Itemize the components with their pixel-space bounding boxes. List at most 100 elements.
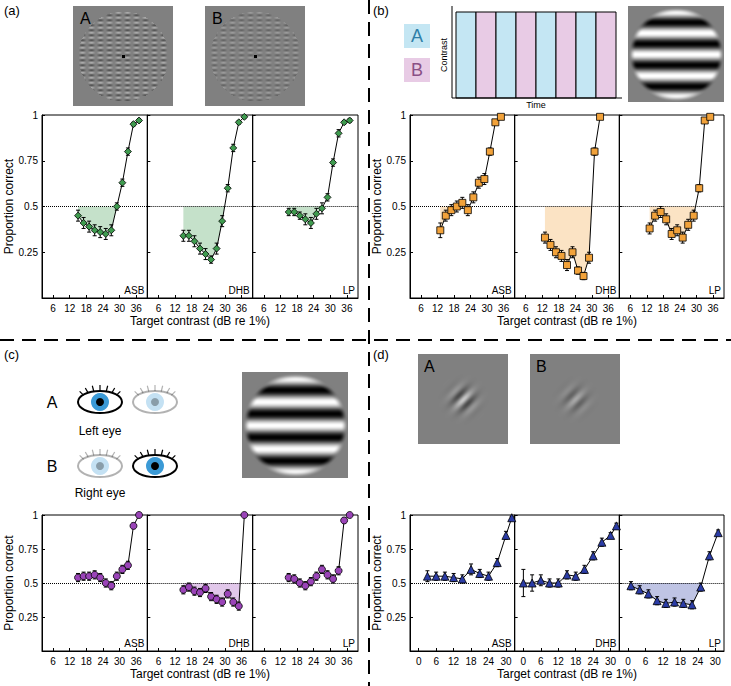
svg-text:30: 30 — [500, 656, 512, 667]
svg-text:1: 1 — [32, 510, 38, 521]
svg-text:30: 30 — [219, 303, 231, 314]
svg-text:6: 6 — [418, 303, 424, 314]
svg-text:A: A — [424, 358, 435, 375]
svg-text:Proportion correct: Proportion correct — [370, 158, 384, 254]
svg-text:B: B — [411, 60, 423, 80]
svg-text:36: 36 — [603, 303, 615, 314]
svg-text:0: 0 — [625, 656, 631, 667]
svg-text:ASB: ASB — [124, 638, 144, 649]
svg-text:A: A — [80, 10, 91, 27]
svg-text:12: 12 — [64, 656, 76, 667]
svg-text:24: 24 — [203, 656, 215, 667]
svg-text:6: 6 — [156, 656, 162, 667]
svg-text:0.5: 0.5 — [392, 578, 406, 589]
svg-text:30: 30 — [710, 656, 722, 667]
svg-text:36: 36 — [236, 303, 248, 314]
svg-text:12: 12 — [641, 303, 653, 314]
svg-text:LP: LP — [709, 638, 722, 649]
svg-text:(b): (b) — [373, 3, 389, 18]
svg-text:18: 18 — [186, 303, 198, 314]
svg-text:6: 6 — [538, 656, 544, 667]
svg-text:30: 30 — [219, 656, 231, 667]
svg-text:6: 6 — [50, 656, 56, 667]
svg-text:24: 24 — [588, 656, 600, 667]
svg-text:DHB: DHB — [595, 285, 616, 296]
svg-text:0.75: 0.75 — [387, 544, 407, 555]
svg-text:18: 18 — [291, 656, 303, 667]
svg-text:18: 18 — [186, 656, 198, 667]
svg-text:1: 1 — [32, 110, 38, 121]
svg-text:LP: LP — [709, 285, 722, 296]
svg-text:1: 1 — [400, 110, 406, 121]
svg-text:24: 24 — [465, 303, 477, 314]
svg-text:24: 24 — [692, 656, 704, 667]
svg-text:30: 30 — [325, 656, 337, 667]
svg-text:18: 18 — [449, 303, 461, 314]
svg-text:0.5: 0.5 — [24, 201, 38, 212]
svg-text:LP: LP — [343, 638, 356, 649]
svg-text:30: 30 — [586, 303, 598, 314]
svg-text:0.25: 0.25 — [387, 612, 407, 623]
svg-text:Right eye: Right eye — [75, 486, 126, 500]
svg-text:36: 36 — [341, 656, 353, 667]
svg-text:ASB: ASB — [492, 285, 512, 296]
svg-text:12: 12 — [448, 656, 460, 667]
svg-text:36: 36 — [131, 303, 143, 314]
svg-text:12: 12 — [64, 303, 76, 314]
svg-text:30: 30 — [114, 303, 126, 314]
svg-text:0.5: 0.5 — [392, 201, 406, 212]
svg-text:24: 24 — [97, 656, 109, 667]
svg-text:(a): (a) — [4, 3, 20, 18]
svg-text:12: 12 — [275, 656, 287, 667]
svg-text:12: 12 — [169, 656, 181, 667]
svg-text:Proportion correct: Proportion correct — [2, 158, 16, 254]
svg-text:0.5: 0.5 — [24, 578, 38, 589]
svg-text:6: 6 — [50, 303, 56, 314]
svg-text:0.75: 0.75 — [387, 155, 407, 166]
svg-text:LP: LP — [343, 285, 356, 296]
svg-text:0.75: 0.75 — [19, 544, 39, 555]
svg-text:24: 24 — [203, 303, 215, 314]
svg-text:30: 30 — [482, 303, 494, 314]
svg-text:24: 24 — [308, 656, 320, 667]
svg-text:Target contrast (dB re 1%): Target contrast (dB re 1%) — [130, 314, 270, 328]
svg-text:24: 24 — [570, 303, 582, 314]
svg-text:12: 12 — [432, 303, 444, 314]
svg-text:Target contrast (dB re 1%): Target contrast (dB re 1%) — [130, 667, 270, 681]
svg-text:24: 24 — [97, 303, 109, 314]
svg-text:30: 30 — [325, 303, 337, 314]
svg-text:12: 12 — [537, 303, 549, 314]
svg-text:6: 6 — [433, 656, 439, 667]
svg-text:6: 6 — [643, 656, 649, 667]
svg-text:B: B — [212, 10, 223, 27]
svg-text:B: B — [536, 358, 547, 375]
svg-text:0.25: 0.25 — [387, 247, 407, 258]
svg-text:18: 18 — [553, 303, 565, 314]
svg-text:1: 1 — [400, 510, 406, 521]
svg-text:Target contrast (dB re 1%): Target contrast (dB re 1%) — [497, 667, 637, 681]
svg-text:18: 18 — [465, 656, 477, 667]
svg-text:0.75: 0.75 — [19, 155, 39, 166]
svg-text:12: 12 — [553, 656, 565, 667]
svg-text:(c): (c) — [4, 347, 19, 362]
svg-text:ASB: ASB — [492, 638, 512, 649]
svg-text:0.25: 0.25 — [19, 247, 39, 258]
svg-text:12: 12 — [275, 303, 287, 314]
svg-text:Left eye: Left eye — [79, 424, 122, 438]
svg-text:0: 0 — [521, 656, 527, 667]
svg-text:B: B — [47, 458, 58, 475]
svg-text:6: 6 — [261, 656, 267, 667]
svg-text:24: 24 — [674, 303, 686, 314]
svg-text:6: 6 — [628, 303, 634, 314]
svg-text:6: 6 — [156, 303, 162, 314]
svg-text:DHB: DHB — [229, 638, 250, 649]
svg-text:36: 36 — [341, 303, 353, 314]
svg-text:30: 30 — [114, 656, 126, 667]
svg-text:(d): (d) — [373, 347, 389, 362]
svg-text:12: 12 — [657, 656, 669, 667]
svg-text:Time: Time — [526, 100, 546, 110]
svg-text:24: 24 — [483, 656, 495, 667]
svg-text:DHB: DHB — [595, 638, 616, 649]
svg-text:A: A — [47, 394, 58, 411]
svg-text:DHB: DHB — [229, 285, 250, 296]
